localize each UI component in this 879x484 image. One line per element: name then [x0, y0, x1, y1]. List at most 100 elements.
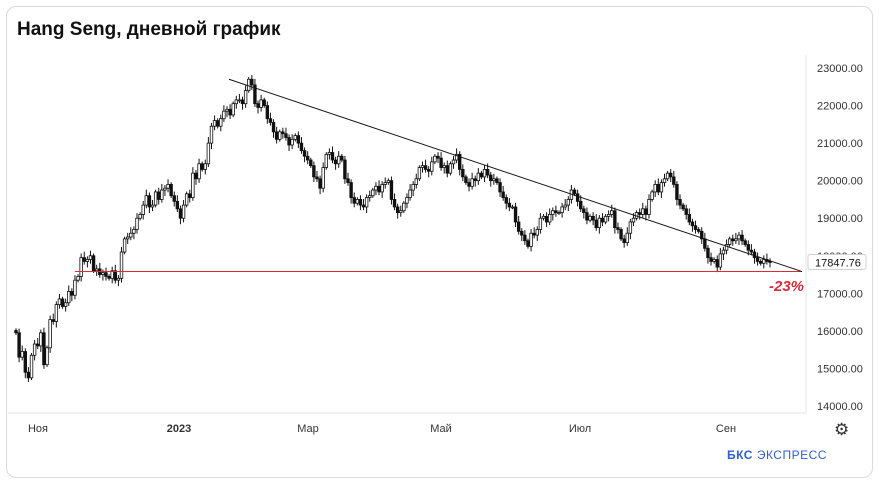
- candle: [150, 200, 155, 212]
- candle: [504, 194, 508, 210]
- brand-text: ЭКСПРЕСС: [756, 448, 827, 462]
- candle: [82, 251, 86, 265]
- candle: [166, 179, 170, 193]
- candle: [231, 101, 235, 118]
- candle: [647, 194, 651, 219]
- candle: [380, 181, 384, 198]
- candle: [507, 198, 512, 212]
- candle: [641, 202, 645, 218]
- candle: [237, 93, 242, 104]
- candle: [215, 118, 220, 129]
- candle: [60, 296, 65, 309]
- y-tick-label: 23000.00: [817, 63, 863, 75]
- candle: [492, 173, 496, 185]
- candle: [560, 202, 564, 218]
- candle: [113, 264, 117, 284]
- candle: [144, 189, 149, 209]
- candle: [656, 178, 660, 196]
- candle: [98, 262, 102, 278]
- candle: [585, 207, 589, 225]
- candle: [358, 195, 363, 211]
- candle: [141, 200, 145, 220]
- candle: [718, 247, 723, 271]
- candle: [181, 200, 186, 223]
- candle: [243, 85, 248, 108]
- candle: [749, 244, 754, 256]
- candle: [538, 213, 543, 234]
- candle: [39, 329, 43, 352]
- candle: [349, 179, 353, 204]
- candle: [451, 155, 456, 169]
- candle: [513, 202, 518, 228]
- candle: [495, 176, 499, 185]
- candle: [324, 152, 328, 170]
- y-tick-label: 19000.00: [817, 213, 863, 225]
- candle: [70, 288, 74, 302]
- candle: [669, 169, 673, 182]
- candle: [616, 222, 620, 234]
- candle: [606, 210, 611, 222]
- candle: [600, 213, 605, 227]
- candle: [597, 215, 602, 234]
- candle: [14, 328, 18, 336]
- candle: [54, 301, 59, 328]
- candle: [395, 203, 400, 219]
- candle: [473, 175, 477, 187]
- candle: [544, 212, 549, 228]
- candle: [535, 226, 539, 242]
- candle: [274, 126, 279, 144]
- candle: [129, 227, 133, 241]
- candle: [613, 207, 617, 234]
- y-tick-label: 22000.00: [817, 101, 863, 113]
- candle: [361, 199, 366, 211]
- brand-mark: БКС: [727, 448, 753, 462]
- candle: [293, 133, 297, 142]
- candle: [529, 229, 533, 252]
- candle: [340, 154, 344, 163]
- candle: [672, 170, 676, 188]
- candle: [48, 315, 52, 353]
- candle: [579, 195, 583, 213]
- candle: [318, 175, 322, 195]
- candle: [321, 162, 325, 193]
- candle: [737, 231, 741, 245]
- candle: [107, 274, 111, 281]
- gear-icon[interactable]: ⚙: [834, 420, 850, 439]
- candle: [386, 178, 391, 185]
- candle: [250, 75, 254, 90]
- candle: [377, 180, 381, 196]
- candle: [523, 230, 527, 245]
- candle: [392, 193, 397, 211]
- candle: [153, 189, 158, 208]
- x-tick-label: Май: [430, 423, 452, 435]
- candle: [175, 195, 180, 213]
- candle: [352, 192, 356, 208]
- candle: [414, 173, 418, 189]
- candle: [281, 127, 285, 139]
- candle: [727, 236, 732, 247]
- candle: [678, 194, 682, 210]
- candle: [119, 246, 124, 283]
- candle: [554, 205, 558, 217]
- candle: [637, 208, 642, 220]
- candle: [268, 112, 273, 126]
- candle: [57, 293, 62, 309]
- candle: [470, 172, 474, 190]
- candle: [467, 178, 471, 192]
- candle: [709, 252, 713, 266]
- y-tick-label: 17000.00: [817, 288, 863, 300]
- candle: [234, 95, 239, 109]
- candle: [383, 177, 387, 189]
- candle: [458, 151, 462, 176]
- candle: [253, 78, 257, 107]
- candle: [336, 151, 341, 168]
- candle: [476, 168, 481, 185]
- candle: [259, 94, 263, 112]
- candle: [610, 204, 614, 218]
- candle: [200, 161, 204, 172]
- candle: [690, 218, 695, 232]
- last-price-label: 17847.76: [815, 257, 861, 269]
- candle: [32, 339, 37, 361]
- candle: [721, 246, 726, 260]
- candle: [132, 226, 136, 240]
